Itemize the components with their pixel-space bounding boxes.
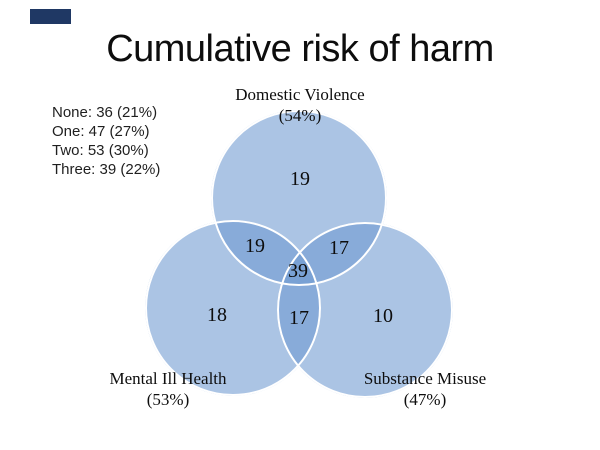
- label-domestic-violence-name: Domestic Violence: [235, 85, 365, 104]
- venn-count-mih-only: 18: [207, 304, 227, 326]
- label-domestic-violence-pct: (54%): [278, 106, 322, 125]
- venn-count-dv-mih: 19: [245, 235, 265, 257]
- label-substance-misuse-pct: (47%): [403, 390, 447, 409]
- label-mental-ill-health-name: Mental Ill Health: [109, 369, 227, 388]
- stat-line-two: Two: 53 (30%): [52, 142, 149, 159]
- slide-title: Cumulative risk of harm: [106, 28, 494, 70]
- label-domestic-violence: Domestic Violence (54%): [190, 84, 410, 126]
- label-mental-ill-health-pct: (53%): [146, 390, 190, 409]
- label-substance-misuse-name: Substance Misuse: [363, 369, 487, 388]
- stat-line-three: Three: 39 (22%): [52, 161, 161, 178]
- stat-line-none: None: 36 (21%): [52, 104, 158, 121]
- venn-count-mih-sm: 17: [289, 307, 309, 329]
- cumulative-stats-list: None: 36 (21%) One: 47 (27%) Two: 53 (30…: [52, 103, 160, 179]
- stat-line-one: One: 47 (27%): [52, 123, 150, 140]
- circle-outline-substance-misuse: [277, 222, 453, 398]
- label-mental-ill-health: Mental Ill Health (53%): [58, 368, 278, 410]
- venn-count-dv-only: 19: [290, 168, 310, 190]
- venn-count-dv-sm: 17: [329, 237, 349, 259]
- venn-count-sm-only: 10: [373, 305, 393, 327]
- venn-count-all-three: 39: [288, 260, 308, 282]
- slide-accent-bar: [30, 9, 71, 24]
- label-substance-misuse: Substance Misuse (47%): [315, 368, 535, 410]
